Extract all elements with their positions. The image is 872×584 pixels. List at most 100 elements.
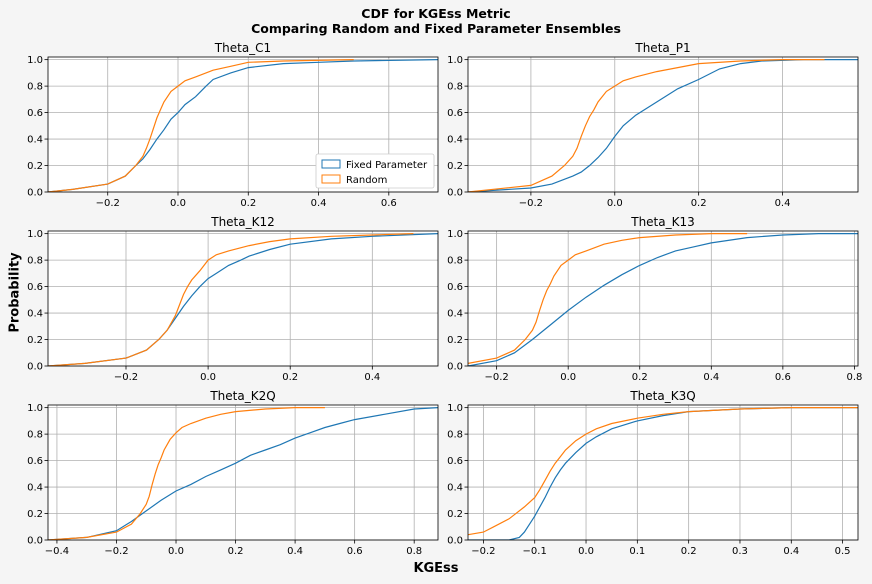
- axes-frame: [47, 56, 439, 193]
- subplot-title: Theta_C1: [214, 41, 271, 55]
- plot-area: [48, 231, 438, 366]
- x-tick-label: 0.2: [228, 546, 244, 557]
- x-tick-label: 0.6: [381, 198, 397, 209]
- x-tick-label: 0.1: [629, 546, 645, 557]
- x-tick-label: −0.2: [104, 546, 128, 557]
- y-tick-label: 0.0: [447, 362, 463, 373]
- y-tick-label: 0.8: [27, 82, 43, 93]
- subplot-2: −0.2 0.0 0.2 0.4 0.0 0.2 0.4 0.6 0.8 1.0 Theta_P1: [447, 41, 859, 209]
- y-tick-label: 0.0: [27, 536, 43, 547]
- random-line: [468, 233, 748, 364]
- x-tick-label: 0.6: [775, 372, 791, 383]
- fixed-parameter-line: [468, 59, 858, 192]
- y-tick-label: 0.8: [447, 256, 463, 267]
- x-tick-label: 0.0: [578, 546, 594, 557]
- fixed-parameter-line: [468, 233, 858, 366]
- y-tick-label: 0.6: [27, 282, 43, 293]
- y-tick-label: 0.6: [447, 282, 463, 293]
- subplot-1: −0.2 0.0 0.2 0.4 0.6 0.0 0.2 0.4 0.6 0.8 1.0 Theta_…: [27, 41, 439, 209]
- y-tick-label: 1.0: [27, 229, 43, 240]
- subplot-3: −0.2 0.0 0.2 0.4 0.0 0.2 0.4 0.6 0.8 1.0 Theta_K12: [27, 215, 439, 383]
- subplot-title: Theta_K12: [210, 215, 275, 229]
- subplot-title: Theta_K13: [630, 215, 695, 229]
- x-tick-label: 0.4: [775, 198, 791, 209]
- plot-area: [468, 57, 858, 192]
- x-tick-label: −0.2: [114, 372, 138, 383]
- y-tick-label: 0.8: [447, 430, 463, 441]
- y-tick-label: 0.4: [447, 135, 463, 146]
- x-tick-label: 0.6: [347, 546, 363, 557]
- y-tick-label: 0.8: [27, 256, 43, 267]
- y-tick-label: 0.0: [447, 536, 463, 547]
- axes-frame: [47, 404, 439, 541]
- subplot-4: −0.2 0.0 0.2 0.4 0.6 0.8 0.0 0.2 0.4 0.6 0.8 1.0 The…: [447, 215, 862, 383]
- x-tick-label: 0.0: [200, 372, 216, 383]
- x-tick-label: 0.8: [846, 372, 862, 383]
- x-tick-label: 0.5: [835, 546, 851, 557]
- x-tick-label: 0.0: [607, 198, 623, 209]
- x-axis-label: KGEss: [413, 561, 459, 576]
- plot-area: [468, 231, 858, 366]
- y-tick-label: 0.2: [27, 161, 43, 172]
- x-tick-label: 0.4: [287, 546, 303, 557]
- y-tick-label: 0.6: [27, 108, 43, 119]
- x-tick-label: −0.2: [519, 198, 543, 209]
- x-tick-label: 0.4: [364, 372, 380, 383]
- x-tick-label: 0.2: [632, 372, 648, 383]
- legend-box: [315, 153, 435, 189]
- plot-area: [48, 405, 438, 540]
- y-tick-label: 0.4: [27, 309, 43, 320]
- legend-swatch: [321, 159, 341, 169]
- x-tick-label: 0.4: [703, 372, 719, 383]
- y-tick-label: 1.0: [447, 55, 463, 66]
- figure-title: CDF for KGEss Metric: [361, 6, 511, 21]
- y-tick-label: 0.2: [447, 335, 463, 346]
- subplot-title: Theta_P1: [634, 41, 690, 55]
- x-tick-label: 0.3: [732, 546, 748, 557]
- axes-frame: [467, 56, 859, 193]
- y-tick-label: 0.2: [27, 335, 43, 346]
- subplot-title: Theta_K3Q: [629, 389, 695, 403]
- y-tick-label: 1.0: [27, 403, 43, 414]
- y-tick-label: 0.2: [447, 161, 463, 172]
- y-tick-label: 0.6: [447, 456, 463, 467]
- y-tick-label: 1.0: [447, 229, 463, 240]
- y-tick-label: 0.6: [447, 108, 463, 119]
- y-tick-label: 0.8: [447, 82, 463, 93]
- x-tick-label: 0.0: [560, 372, 576, 383]
- legend-label: Fixed Parameter: [346, 160, 428, 171]
- axes-frame: [467, 404, 859, 541]
- y-tick-label: 0.0: [27, 362, 43, 373]
- random-line: [48, 233, 414, 366]
- y-tick-label: 0.0: [447, 188, 463, 199]
- legend-swatch: [321, 174, 341, 184]
- legend-label: Random: [346, 175, 387, 186]
- x-tick-label: −0.4: [45, 546, 69, 557]
- y-tick-label: 1.0: [447, 403, 463, 414]
- x-tick-label: 0.2: [282, 372, 298, 383]
- y-tick-label: 0.8: [27, 430, 43, 441]
- fixed-parameter-line: [468, 407, 858, 540]
- random-line: [468, 59, 825, 192]
- legend: Fixed Parameter Random: [315, 153, 435, 189]
- x-tick-label: −0.2: [471, 546, 495, 557]
- random-line: [48, 407, 325, 540]
- y-tick-label: 1.0: [27, 55, 43, 66]
- subplot-5: −0.4 −0.2 0.0 0.2 0.4 0.6 0.8 0.0 0.2 0.4 0.6 0.8 1.…: [27, 389, 439, 557]
- axes-frame: [467, 230, 859, 367]
- x-tick-label: 0.4: [783, 546, 799, 557]
- y-tick-label: 0.4: [27, 483, 43, 494]
- y-tick-label: 0.4: [27, 135, 43, 146]
- x-tick-label: 0.2: [681, 546, 697, 557]
- x-tick-label: 0.2: [691, 198, 707, 209]
- x-tick-label: 0.0: [170, 198, 186, 209]
- x-tick-label: 0.0: [168, 546, 184, 557]
- axes-frame: [47, 230, 439, 367]
- y-tick-label: 0.4: [447, 483, 463, 494]
- y-tick-label: 0.4: [447, 309, 463, 320]
- y-tick-label: 0.2: [27, 509, 43, 520]
- x-tick-label: 0.8: [406, 546, 422, 557]
- x-tick-label: −0.2: [484, 372, 508, 383]
- x-tick-label: 0.2: [240, 198, 256, 209]
